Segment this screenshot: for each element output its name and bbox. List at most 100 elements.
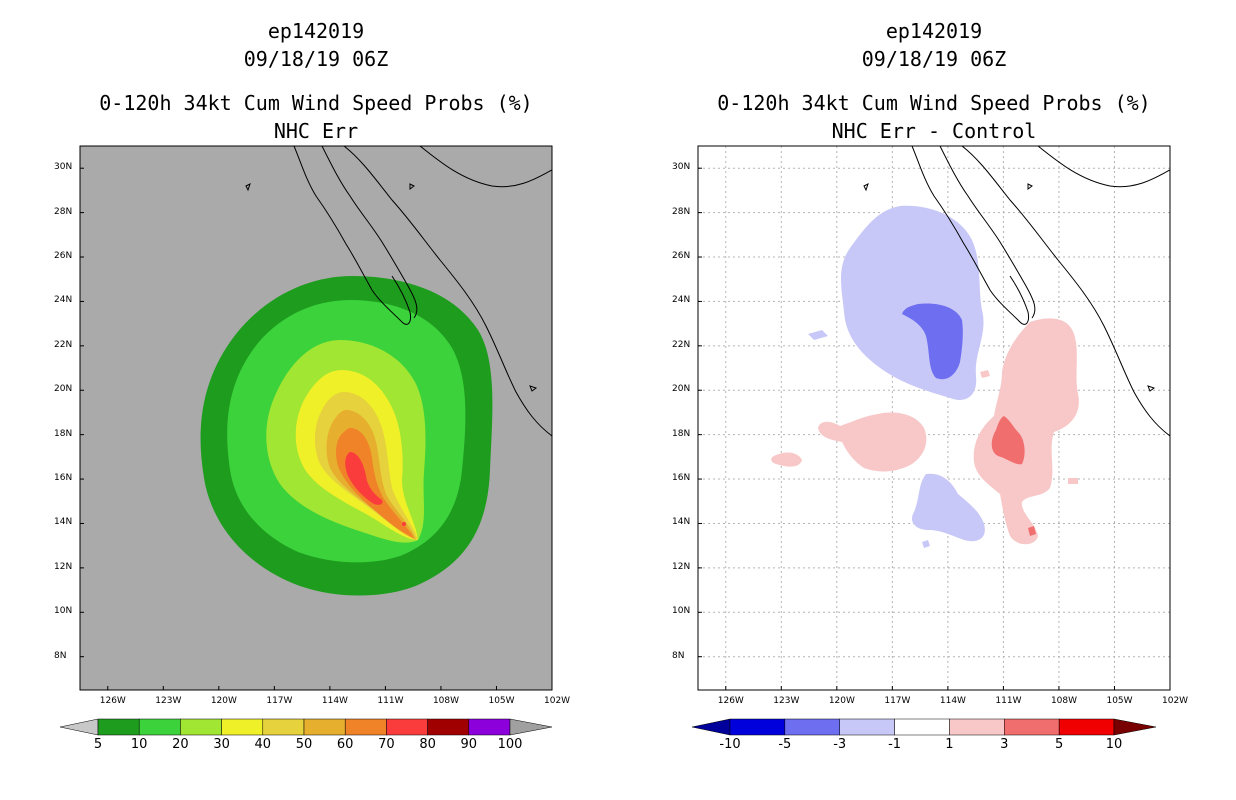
region-negative-core — [902, 303, 963, 380]
right-colorbar — [691, 718, 1157, 736]
colorbar-swatch — [344, 718, 387, 736]
contour-70-percent — [345, 452, 383, 505]
left-chart-title: 0-120h 34kt Cum Wind Speed Probs (%) — [99, 91, 533, 115]
right-timestamp: 09/18/19 06Z — [861, 47, 1007, 71]
colorbar-swatch — [427, 718, 470, 736]
track-tip-marker — [402, 522, 406, 526]
left-us-border-coast — [419, 146, 552, 188]
y-tick-label: 8N — [54, 650, 67, 661]
colorbar-level-label: 5 — [1055, 737, 1064, 752]
colorbar-swatch — [784, 718, 840, 736]
left-island-3 — [529, 385, 538, 392]
x-tick-label: 102W — [544, 696, 571, 706]
right-island-1 — [863, 183, 869, 192]
region-negative-fleck-1 — [808, 330, 828, 340]
colorbar-level-label: 30 — [213, 737, 230, 752]
x-tick-label: 105W — [488, 696, 515, 706]
y-tick-label: 24N — [672, 295, 691, 306]
right-us-border-coast — [1037, 146, 1170, 188]
colorbar-swatch — [221, 718, 264, 736]
y-tick-label: 24N — [54, 295, 73, 306]
y-tick-label: 10N — [54, 606, 73, 617]
colorbar-level-label: -3 — [833, 737, 847, 752]
x-tick-label: 123W — [155, 696, 182, 706]
right-mainland-coast — [961, 146, 1170, 437]
right-axis-ticks — [698, 167, 1171, 690]
region-negative-fleck-2 — [922, 540, 930, 548]
y-tick-label: 30N — [672, 162, 691, 173]
colorbar-below-triangle — [59, 718, 99, 736]
left-mainland-coast — [343, 146, 552, 437]
colorbar-swatch — [468, 718, 511, 736]
region-positive-core — [991, 416, 1025, 465]
colorbar-level-label: 40 — [254, 737, 272, 752]
y-tick-label: 16N — [672, 473, 691, 484]
colorbar-swatch — [180, 718, 222, 736]
colorbar-swatch — [729, 718, 786, 736]
colorbar-level-label: 1 — [945, 737, 954, 752]
left-colorbar — [59, 718, 553, 736]
x-tick-label: 111W — [377, 696, 404, 706]
y-tick-label: 26N — [54, 251, 73, 262]
x-tick-label: 102W — [1162, 696, 1189, 706]
left-baja-coast-east — [321, 146, 418, 319]
left-timestamp: 09/18/19 06Z — [243, 47, 389, 71]
y-tick-label: 16N — [54, 473, 73, 484]
colorbar-level-label: 80 — [419, 737, 436, 752]
y-tick-label: 10N — [672, 606, 691, 617]
left-storm-id: ep142019 — [267, 19, 365, 43]
x-tick-label: 108W — [1050, 696, 1078, 706]
x-tick-label: 123W — [773, 696, 800, 706]
colorbar-level-label: 5 — [93, 737, 103, 752]
left-axis-ticks — [80, 167, 553, 690]
region-positive-far-west — [771, 452, 802, 467]
left-island-2 — [409, 183, 415, 190]
colorbar-level-label: 3 — [1000, 737, 1009, 752]
x-tick-label: 111W — [995, 696, 1022, 706]
colorbar-swatch — [303, 718, 346, 736]
left-map-panel — [79, 145, 553, 691]
colorbar-swatch — [97, 718, 140, 736]
colorbar-level-label: -5 — [778, 737, 792, 752]
left-baja-coast-west — [293, 146, 411, 325]
right-coastlines — [863, 146, 1170, 437]
right-difference-regions — [771, 205, 1079, 548]
y-tick-label: 18N — [54, 428, 73, 439]
region-negative-south — [911, 473, 985, 542]
colorbar-level-label: 20 — [172, 737, 189, 752]
y-tick-label: 12N — [54, 561, 73, 572]
region-positive-tip — [1028, 526, 1036, 536]
colorbar-level-label: -1 — [888, 737, 902, 752]
colorbar-swatch — [949, 718, 1005, 736]
y-tick-label: 18N — [672, 428, 691, 439]
right-baja-coast-east — [939, 146, 1036, 319]
x-tick-label: 114W — [321, 696, 348, 706]
left-chart-subtitle: NHC Err — [273, 119, 359, 143]
x-tick-label: 114W — [939, 696, 966, 706]
colorbar-below-triangle — [691, 718, 731, 736]
y-tick-label: 8N — [672, 650, 685, 661]
colorbar-swatch — [138, 718, 181, 736]
colorbar-swatch — [262, 718, 305, 736]
colorbar-swatch — [1004, 718, 1060, 736]
colorbar-level-label: 70 — [378, 737, 395, 752]
y-tick-label: 22N — [54, 339, 73, 350]
left-probability-contours — [200, 276, 493, 596]
x-tick-label: 126W — [717, 696, 744, 706]
colorbar-swatch — [839, 718, 895, 736]
right-island-3 — [1147, 385, 1156, 392]
y-tick-label: 28N — [672, 206, 691, 217]
colorbar-level-label: 100 — [497, 737, 523, 752]
x-tick-label: 120W — [828, 696, 855, 706]
left-coastlines — [245, 146, 552, 437]
left-map-frame — [79, 145, 553, 691]
y-tick-label: 30N — [54, 162, 73, 173]
y-tick-label: 20N — [54, 384, 73, 395]
right-map-panel — [697, 145, 1171, 691]
x-tick-label: 108W — [432, 696, 460, 706]
y-tick-label: 26N — [672, 251, 691, 262]
colorbar-above-triangle — [509, 718, 553, 736]
x-tick-label: 105W — [1106, 696, 1133, 706]
x-tick-label: 126W — [99, 696, 126, 706]
